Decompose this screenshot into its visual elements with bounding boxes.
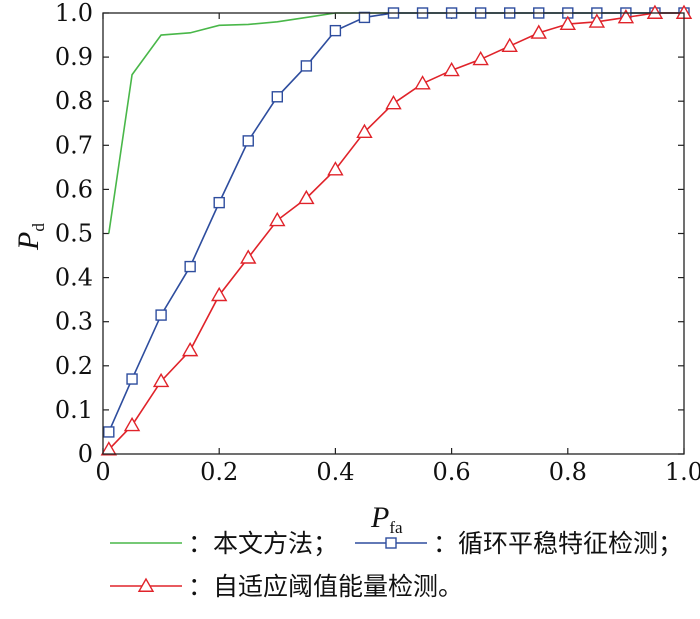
legend-marker [385,537,397,549]
series-1-point [155,309,167,321]
y-axis-label: Pd [12,223,48,251]
y-tick-label: 0 [78,440,93,468]
series-2-point [385,94,402,110]
y-tick-label: 0.3 [55,308,93,336]
legend-marker [137,577,155,592]
x-tick-label: 0.4 [316,458,354,486]
series-1-point [300,60,313,72]
plot-frame [102,12,685,455]
series-2-point [356,123,373,139]
x-tick-label: 0.6 [433,458,471,486]
series-1-point [329,24,342,37]
series-2-point [240,249,257,264]
series-1 [103,7,690,438]
legend-entry-1: ：循环平稳特征检测； [355,529,683,558]
x-tick-label: 0.2 [200,458,238,486]
series-2-point [588,13,606,28]
series-2 [100,4,693,456]
series-2-point [530,24,547,39]
series-2-point [152,372,170,388]
series-1-point [184,260,196,273]
legend-label: ：循环平稳特征检测； [433,529,683,558]
y-tick-label: 0.4 [55,264,93,292]
legend-entry-0: ：本文方法； [110,529,338,558]
series-2-point [123,416,141,432]
series-1-point [271,91,283,103]
series-2-point [501,37,518,53]
x-axis-label-main: P [370,501,389,534]
x-tick-label: 0 [95,458,110,486]
series-2-point [559,15,577,30]
y-tick-label: 0.9 [55,43,93,71]
y-tick-label: 0.5 [55,220,93,248]
series-1-point [126,373,138,385]
series-line-2 [108,12,684,451]
legend-entry-2: ：自适应阈值能量检测。 [110,572,463,601]
y-tick-label: 0.1 [55,396,93,424]
tick-marks [102,12,685,455]
series-line-1 [108,12,684,433]
x-tick-label: 1.0 [665,458,700,486]
series-2-point [100,441,118,456]
series-2-point [327,161,344,176]
legend-label: ：自适应阈值能量检测。 [188,572,463,601]
y-tick-label: 0.2 [55,352,93,380]
series-2-point [646,4,664,19]
series-1-point [242,135,254,147]
series-2-point [298,189,315,205]
legend-label: ：本文方法； [188,529,338,558]
y-tick-label: 1.0 [55,0,93,27]
series-1-point [103,426,115,438]
y-tick-label: 0.7 [55,131,93,159]
series-2-point [472,50,489,66]
series-2-point [210,286,228,302]
x-axis-label-sub: fa [389,518,403,537]
x-axis-label: Pfa [370,501,403,537]
series-1-point [213,196,225,209]
series-2-point [617,8,635,24]
y-axis-label-main: P [12,232,45,251]
series-2-point [181,341,199,357]
y-tick-label: 0.8 [55,87,93,115]
series-line-0 [108,12,684,234]
series-0 [108,12,684,234]
tick-labels: 0 0.2 0.4 0.6 0.8 1.0 0 0.1 0.2 0.3 0.4 0.5 0.6 0.7 0.… [55,0,700,486]
legend: ：本文方法； ：循环平稳特征检测； ：自适应阈值能量检测。 [110,529,683,601]
series-2-point [414,75,431,90]
x-tick-label: 0.8 [549,458,587,486]
series-2-point [443,61,460,77]
series-layer [100,4,693,456]
series-1-point [358,11,371,24]
y-axis-label-sub: d [29,223,48,232]
series-2-point [269,211,286,227]
y-tick-label: 0.6 [55,175,93,203]
